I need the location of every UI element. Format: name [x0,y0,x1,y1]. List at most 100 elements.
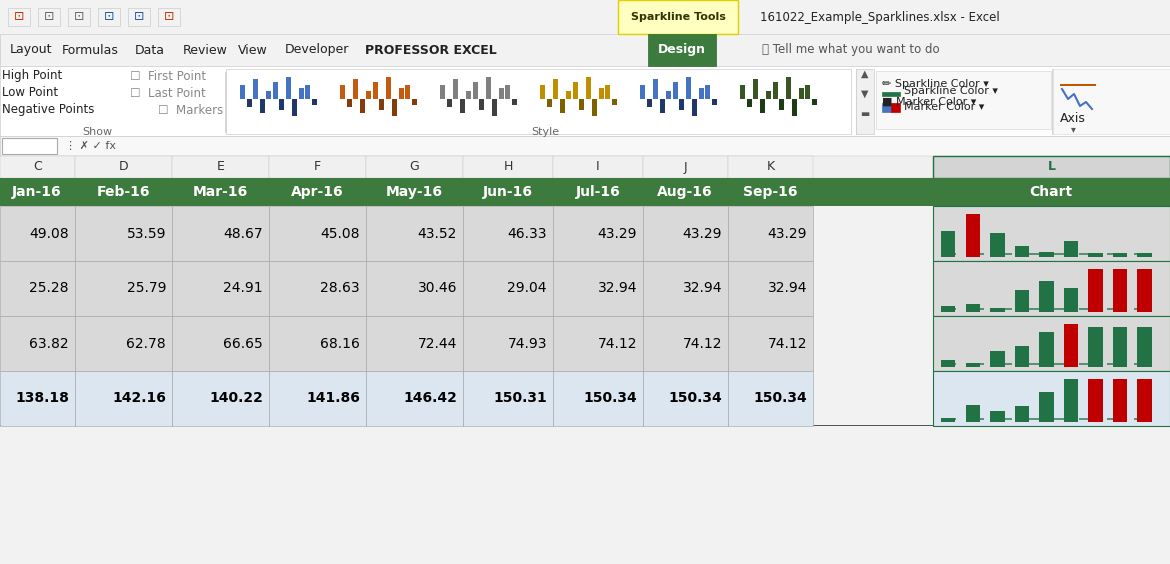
Text: ⊡: ⊡ [14,11,25,24]
Bar [932,156,1170,178]
Bar [0,371,75,426]
Bar [486,77,490,99]
Bar [894,106,906,113]
Bar [498,88,503,99]
Text: K: K [766,161,775,174]
Text: 💡 Tell me what you want to do: 💡 Tell me what you want to do [762,43,940,56]
Text: 43.29: 43.29 [768,227,807,240]
Bar [366,371,463,426]
Bar [1135,418,1150,420]
Bar [0,316,75,371]
Bar [305,85,310,99]
Bar [479,99,484,110]
Bar [640,85,645,99]
Bar [68,8,90,26]
Bar [969,363,984,365]
Bar [366,261,463,316]
Text: ▼: ▼ [861,89,869,99]
Text: 63.82: 63.82 [29,337,69,350]
Bar [969,418,984,420]
Bar [932,316,1170,371]
Bar [1088,253,1103,257]
Bar [965,304,980,312]
Bar [473,82,477,99]
Bar [1014,246,1030,257]
Bar [686,77,690,99]
Bar [366,316,463,371]
Text: 74.12: 74.12 [598,337,636,350]
Bar [1107,308,1122,310]
Bar [273,82,277,99]
Bar [996,308,1012,310]
Bar [1039,391,1054,422]
Bar [505,85,510,99]
Bar [366,91,371,99]
Text: High Point: High Point [2,69,62,82]
Bar [618,0,738,34]
Bar [559,99,564,113]
Bar [1107,363,1122,365]
Bar [1113,253,1128,257]
Text: Marker Color ▾: Marker Color ▾ [904,102,984,112]
Bar [553,156,644,178]
Bar [372,82,378,99]
Bar [1137,327,1152,367]
Bar [1137,253,1152,257]
Bar [128,8,150,26]
Bar [269,371,366,426]
Bar [75,371,172,426]
Bar [1052,253,1067,255]
Bar [1014,346,1030,367]
Bar [285,77,290,99]
Bar [941,360,956,367]
Bar [269,206,366,261]
Text: Apr-16: Apr-16 [290,185,343,199]
Bar [405,85,410,99]
Bar [412,99,417,104]
Bar [1135,308,1150,310]
Bar [728,206,813,261]
Bar [1107,418,1122,420]
Bar [399,88,404,99]
Text: 74.93: 74.93 [508,337,548,350]
Bar [553,261,644,316]
Bar [466,91,472,99]
Text: 140.22: 140.22 [209,391,263,406]
Bar [240,85,245,99]
Bar [792,99,797,116]
Text: 53.59: 53.59 [126,227,166,240]
Bar [660,99,665,113]
Bar [266,91,271,99]
Bar [990,232,1005,257]
Text: 141.86: 141.86 [307,391,360,406]
Bar [965,363,980,367]
Bar [511,99,516,104]
Text: 66.65: 66.65 [223,337,263,350]
Text: ⊡: ⊡ [43,11,54,24]
Bar [463,156,553,178]
Text: Review: Review [183,43,228,56]
Text: 45.08: 45.08 [321,227,360,240]
Text: D: D [118,161,129,174]
Bar [772,82,778,99]
Bar [812,99,817,104]
Text: Mar-16: Mar-16 [192,185,248,199]
Bar [1135,253,1150,255]
Text: 24.91: 24.91 [223,281,263,296]
Bar [1137,269,1152,312]
Bar [876,71,1051,129]
Bar [1039,332,1054,367]
Bar [75,316,172,371]
Bar [392,99,397,116]
Bar [541,85,545,99]
Bar [965,406,980,422]
Text: 43.52: 43.52 [418,227,457,240]
Text: H: H [503,161,512,174]
Bar [1024,253,1039,255]
Text: ☐  First Point: ☐ First Point [130,69,206,82]
Bar [340,85,345,99]
Bar [75,261,172,316]
Bar [728,371,813,426]
Bar [1052,418,1067,420]
Bar [1024,308,1039,310]
